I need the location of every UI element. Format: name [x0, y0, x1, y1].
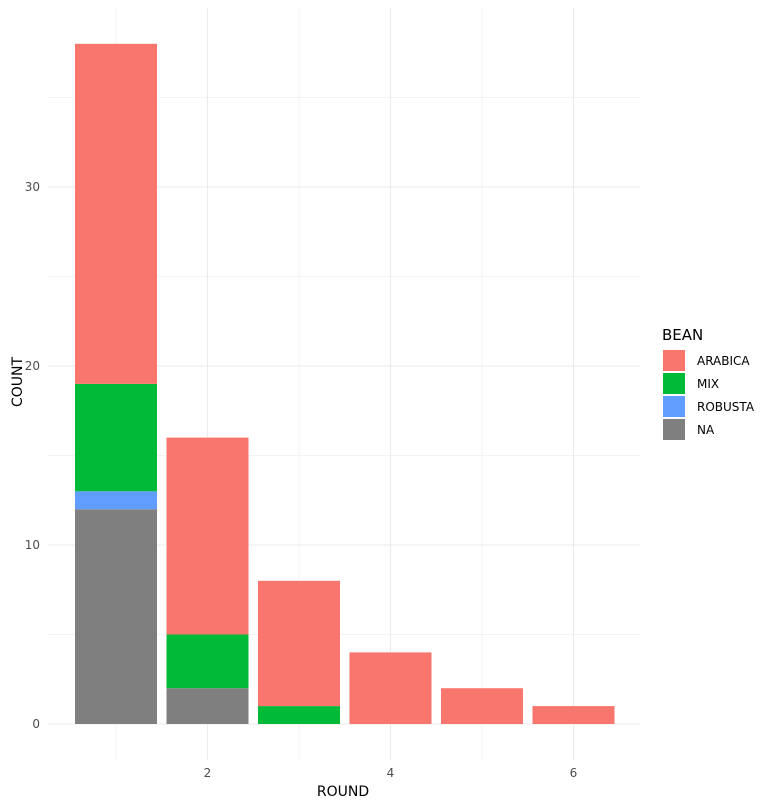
- bars: [75, 43, 615, 724]
- bar-round-5-arabica: [441, 688, 523, 724]
- y-tick-label-10: 10: [25, 538, 40, 552]
- bar-round-4-arabica: [349, 652, 432, 724]
- bar-round-1-robusta: [75, 491, 157, 510]
- legend: BEAN ARABICA MIX ROBUSTA NA: [662, 326, 755, 440]
- legend-swatch-na: [663, 419, 685, 440]
- y-tick-label-20: 20: [25, 359, 40, 373]
- legend-swatch-mix: [663, 373, 685, 394]
- y-tick-label-0: 0: [32, 717, 40, 731]
- legend-swatch-arabica: [663, 350, 685, 371]
- x-tick-label-4: 4: [387, 766, 395, 780]
- bar-round-1-arabica: [75, 43, 157, 384]
- legend-label-robusta: ROBUSTA: [697, 400, 755, 414]
- legend-swatch-robusta: [663, 396, 685, 417]
- bar-round-2-na: [166, 688, 249, 724]
- x-tick-label-2: 2: [204, 766, 212, 780]
- bar-round-3-arabica: [258, 580, 340, 707]
- bar-round-6-arabica: [532, 706, 615, 724]
- legend-label-na: NA: [697, 423, 715, 437]
- y-axis-title: COUNT: [10, 357, 26, 408]
- legend-label-arabica: ARABICA: [697, 354, 750, 368]
- legend-label-mix: MIX: [697, 377, 719, 391]
- legend-title: BEAN: [662, 326, 703, 344]
- bar-round-2-mix: [166, 634, 249, 689]
- tick-labels: 0 10 20 30 2 4 6: [25, 180, 578, 780]
- bar-round-1-mix: [75, 383, 157, 492]
- bar-round-2-arabica: [166, 437, 249, 635]
- x-axis-title: ROUND: [317, 784, 369, 800]
- x-tick-label-6: 6: [570, 766, 578, 780]
- bar-round-1-na: [75, 509, 157, 724]
- legend-items: ARABICA MIX ROBUSTA NA: [663, 350, 755, 440]
- bar-round-3-mix: [258, 706, 340, 724]
- y-tick-label-30: 30: [25, 180, 40, 194]
